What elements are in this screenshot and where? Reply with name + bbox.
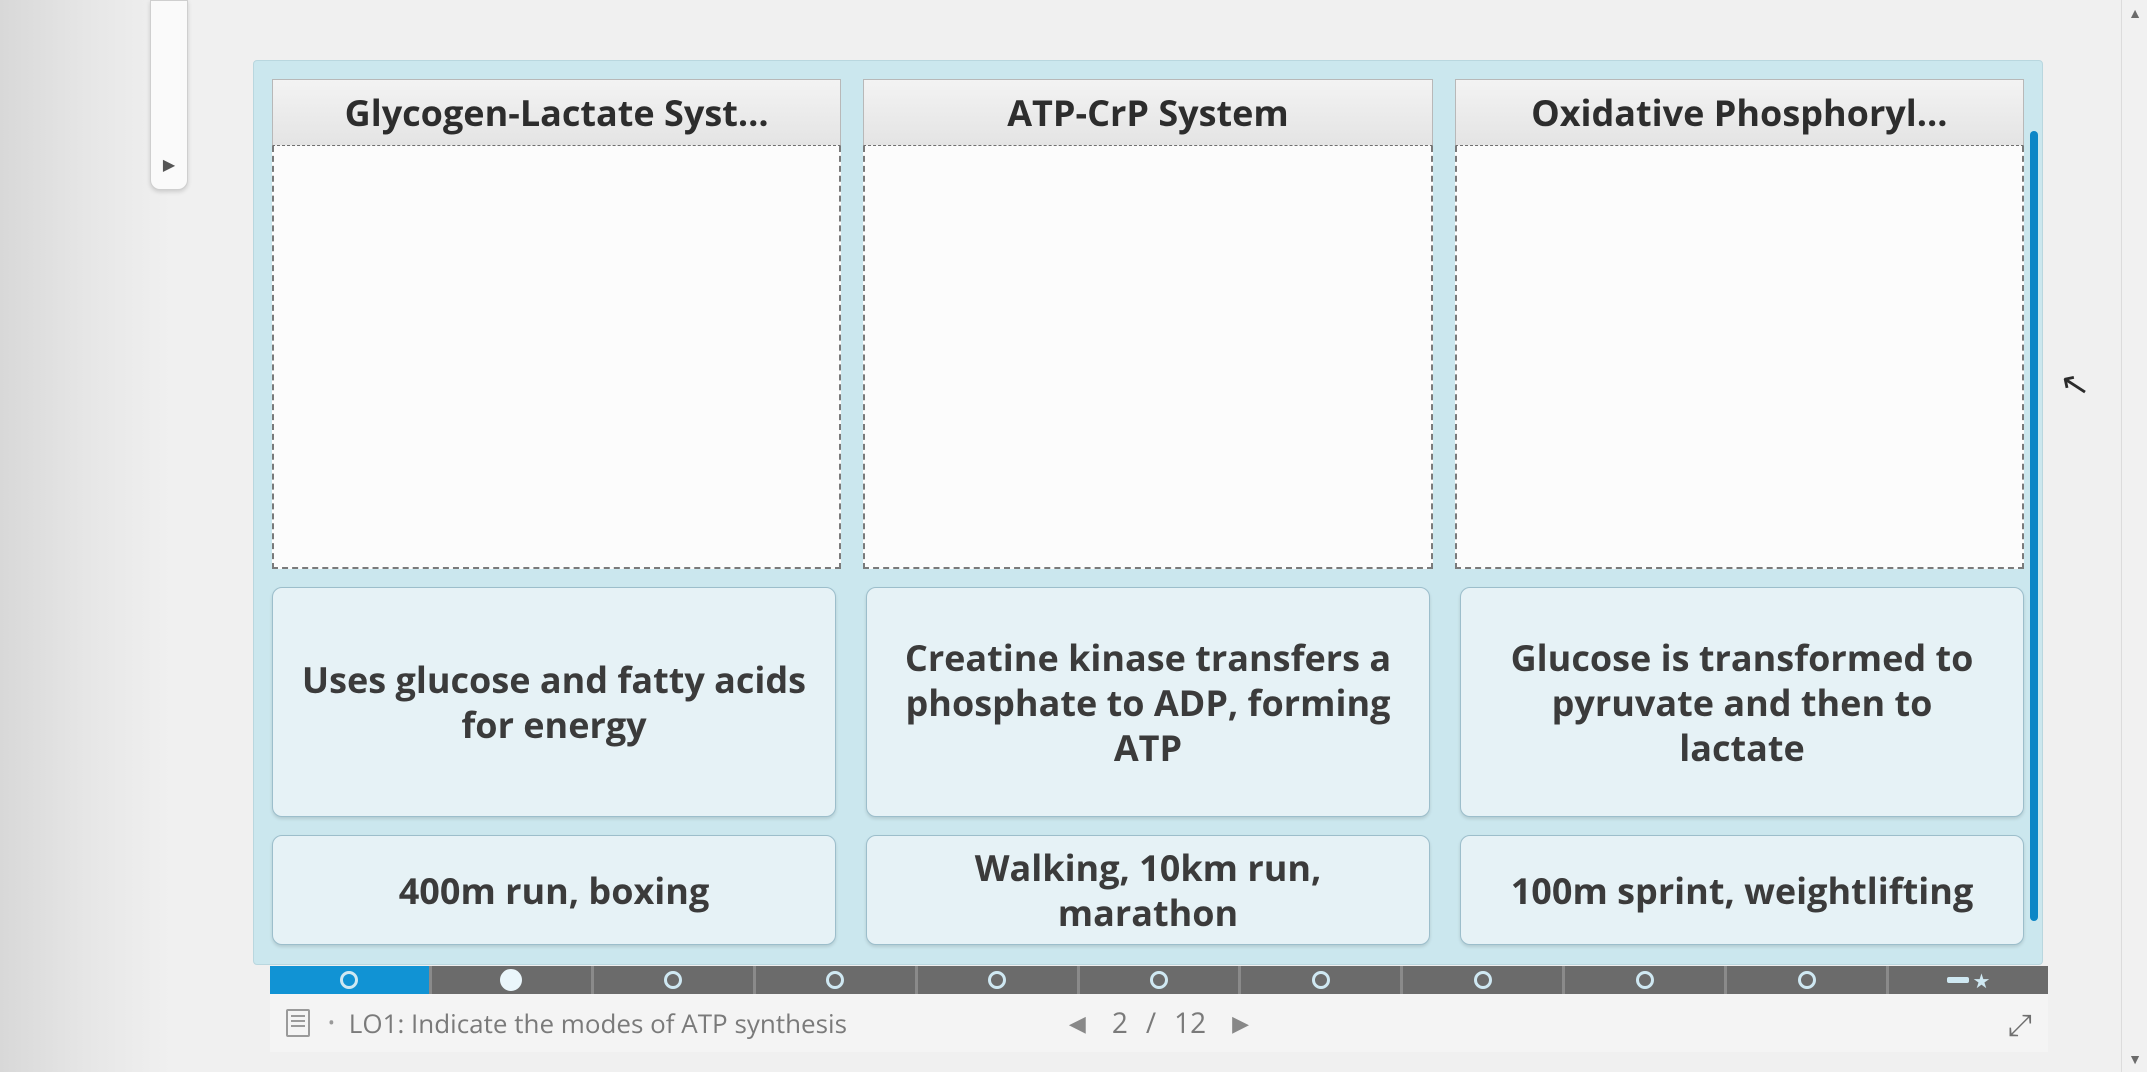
progress-dot-icon bbox=[664, 971, 682, 989]
star-icon: ★ bbox=[1947, 967, 1991, 994]
bullet-icon: • bbox=[328, 1011, 335, 1035]
progress-segment[interactable]: ★ bbox=[1889, 966, 2048, 994]
drag-card[interactable]: Creatine kinase transfers a phosphate to… bbox=[866, 587, 1430, 817]
progress-segment[interactable] bbox=[270, 966, 432, 994]
progress-dot-icon bbox=[1312, 971, 1330, 989]
progress-dot-icon bbox=[1150, 971, 1168, 989]
progress-dot-icon bbox=[1798, 971, 1816, 989]
progress-dot-icon bbox=[500, 969, 522, 991]
category-header: Oxidative Phosphoryl... bbox=[1455, 79, 2024, 146]
prev-slide-button[interactable]: ◀ bbox=[1061, 1004, 1094, 1042]
progress-dot-icon bbox=[1636, 971, 1654, 989]
progress-segment[interactable] bbox=[1241, 966, 1403, 994]
fullscreen-icon[interactable]: ⤢ bbox=[2008, 1003, 2032, 1044]
drop-zone[interactable] bbox=[272, 146, 841, 569]
progress-segment[interactable] bbox=[918, 966, 1080, 994]
card-row: Uses glucose and fatty acids for energy … bbox=[272, 587, 2024, 817]
next-slide-button[interactable]: ▶ bbox=[1224, 1004, 1257, 1042]
slide-footer: • LO1: Indicate the modes of ATP synthes… bbox=[270, 994, 2048, 1052]
page-total: 12 bbox=[1174, 1004, 1206, 1042]
progress-dot-icon bbox=[340, 971, 358, 989]
draggable-cards-area: Uses glucose and fatty acids for energy … bbox=[272, 587, 2024, 945]
drag-card[interactable]: Uses glucose and fatty acids for energy bbox=[272, 587, 836, 817]
category-header: Glycogen-Lactate Syst... bbox=[272, 79, 841, 146]
progress-segment[interactable] bbox=[432, 966, 594, 994]
progress-dot-icon bbox=[826, 971, 844, 989]
slide-progress-bar[interactable]: ★ bbox=[270, 966, 2048, 994]
learning-objective-text: LO1: Indicate the modes of ATP synthesis bbox=[349, 1005, 847, 1041]
drag-card[interactable]: 400m run, boxing bbox=[272, 835, 836, 945]
page-current: 2 bbox=[1112, 1004, 1128, 1042]
progress-segment[interactable] bbox=[756, 966, 918, 994]
notes-icon[interactable] bbox=[286, 1009, 310, 1037]
drag-card[interactable]: Glucose is transformed to pyruvate and t… bbox=[1460, 587, 2024, 817]
drag-card[interactable]: Walking, 10km run, marathon bbox=[866, 835, 1430, 945]
drop-zones-row: Glycogen-Lactate Syst... ATP-CrP System … bbox=[272, 79, 2024, 569]
drop-zone[interactable] bbox=[1455, 146, 2024, 569]
drop-zone[interactable] bbox=[863, 146, 1432, 569]
category-header: ATP-CrP System bbox=[863, 79, 1432, 146]
sidebar-expand-handle[interactable]: ▶ bbox=[150, 0, 188, 190]
chevron-right-icon: ▶ bbox=[163, 153, 175, 175]
progress-segment[interactable] bbox=[1727, 966, 1889, 994]
cursor-icon: ↖ bbox=[2056, 358, 2093, 409]
drop-column: Glycogen-Lactate Syst... bbox=[272, 79, 841, 569]
drop-column: Oxidative Phosphoryl... bbox=[1455, 79, 2024, 569]
progress-dot-icon bbox=[1474, 971, 1492, 989]
progress-segment[interactable] bbox=[1403, 966, 1565, 994]
matching-activity-card: Glycogen-Lactate Syst... ATP-CrP System … bbox=[253, 60, 2043, 965]
card-row: 400m run, boxing Walking, 10km run, mara… bbox=[272, 835, 2024, 945]
progress-segment[interactable] bbox=[1080, 966, 1242, 994]
page-separator: / bbox=[1146, 1004, 1156, 1042]
window-scrollbar-track[interactable]: ▲ ▼ bbox=[2121, 0, 2147, 1072]
app-viewport: ▶ Glycogen-Lactate Syst... ATP-CrP Syste… bbox=[0, 0, 2147, 1072]
drag-card[interactable]: 100m sprint, weightlifting bbox=[1460, 835, 2024, 945]
progress-segment[interactable] bbox=[594, 966, 756, 994]
progress-dot-icon bbox=[988, 971, 1006, 989]
progress-segment[interactable] bbox=[1565, 966, 1727, 994]
scroll-down-icon[interactable]: ▼ bbox=[2122, 1046, 2147, 1072]
pager: ◀ 2 / 12 ▶ bbox=[1061, 1004, 1257, 1042]
drop-column: ATP-CrP System bbox=[863, 79, 1432, 569]
scroll-up-icon[interactable]: ▲ bbox=[2122, 0, 2147, 26]
activity-scrollbar[interactable] bbox=[2030, 131, 2038, 921]
